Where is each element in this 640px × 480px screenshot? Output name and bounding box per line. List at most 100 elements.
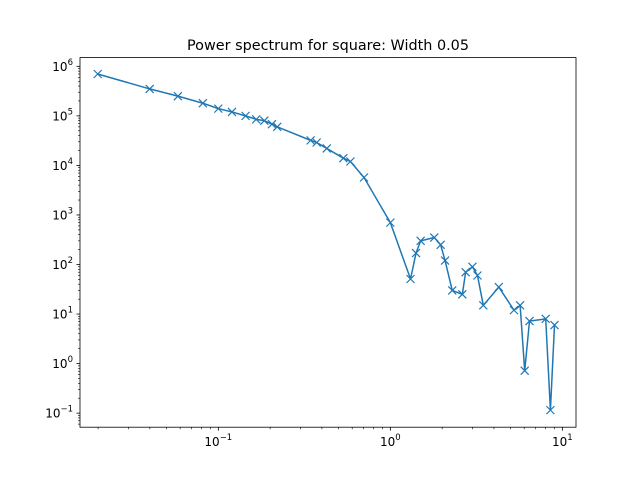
y-tick-label-base: 10 xyxy=(52,258,67,272)
marker-stroke xyxy=(461,267,471,277)
data-point-marker xyxy=(227,107,237,117)
marker-stroke xyxy=(267,119,277,129)
y-tick-label-base: 10 xyxy=(52,308,67,322)
marker-stroke xyxy=(359,173,369,182)
y-tick-label: 10−1 xyxy=(45,405,73,421)
data-point-marker xyxy=(520,366,530,376)
y-tick-label-base: 10 xyxy=(52,159,67,173)
marker-stroke xyxy=(93,69,103,79)
marker-stroke xyxy=(494,282,504,292)
marker-stroke xyxy=(406,274,415,284)
x-tick-label-exponent: 1 xyxy=(567,433,572,443)
marker-stroke xyxy=(312,138,322,147)
data-point-marker xyxy=(259,116,269,126)
data-point-marker xyxy=(440,256,450,266)
y-tick-label: 101 xyxy=(52,306,73,322)
marker-stroke xyxy=(473,271,482,280)
data-point-marker xyxy=(241,111,250,121)
marker-stroke xyxy=(259,116,269,126)
marker-stroke xyxy=(198,98,208,108)
y-tick-label: 103 xyxy=(52,206,73,222)
marker-stroke xyxy=(457,289,467,299)
y-tick-label: 100 xyxy=(52,355,73,371)
y-tick-label-base: 10 xyxy=(52,357,67,371)
marker-stroke xyxy=(416,236,426,246)
marker-stroke xyxy=(541,314,551,324)
x-tick-label-base: 10 xyxy=(204,435,219,449)
x-tick-label: 10−1 xyxy=(204,433,232,449)
y-tick-label-exponent: 0 xyxy=(68,355,73,365)
data-point-marker xyxy=(494,282,504,292)
marker-stroke xyxy=(173,91,183,101)
data-point-marker xyxy=(550,320,559,330)
marker-stroke xyxy=(322,144,332,153)
marker-stroke xyxy=(411,248,421,258)
marker-stroke xyxy=(468,262,477,272)
y-tick-label-exponent: 6 xyxy=(68,58,73,68)
marker-stroke xyxy=(520,366,530,376)
y-tick-label-base: 10 xyxy=(45,407,60,421)
y-tick-label-exponent: 5 xyxy=(68,107,73,117)
data-point-marker xyxy=(436,240,446,250)
data-point-marker xyxy=(473,271,482,280)
data-point-marker xyxy=(457,289,467,299)
data-point-marker xyxy=(468,262,477,272)
y-tick-label: 106 xyxy=(52,58,73,74)
x-tick-label: 101 xyxy=(552,433,573,449)
marker-stroke xyxy=(145,84,155,94)
y-tick-label-base: 10 xyxy=(52,109,67,123)
data-point-marker xyxy=(416,236,426,246)
marker-stroke xyxy=(346,157,355,166)
marker-stroke xyxy=(509,305,519,315)
marker-stroke xyxy=(272,122,282,132)
x-tick-label: 100 xyxy=(380,433,401,449)
y-tick-label: 104 xyxy=(52,157,73,173)
data-point-marker xyxy=(515,300,525,310)
marker-stroke xyxy=(478,300,488,310)
data-point-marker xyxy=(267,119,277,129)
data-point-marker xyxy=(272,122,282,132)
marker-stroke xyxy=(306,135,316,145)
data-point-marker xyxy=(385,218,395,228)
y-tick-label-exponent: −1 xyxy=(60,405,73,415)
x-tick-label-exponent: 0 xyxy=(395,433,400,443)
marker-stroke xyxy=(338,153,348,163)
data-point-marker xyxy=(306,135,316,145)
data-point-marker xyxy=(447,285,457,295)
y-tick-label: 102 xyxy=(52,256,73,272)
marker-stroke xyxy=(545,405,555,415)
data-point-marker xyxy=(461,267,471,277)
y-tick-label-exponent: 4 xyxy=(68,157,73,167)
marker-stroke xyxy=(213,104,223,114)
data-point-marker xyxy=(338,153,348,163)
marker-stroke xyxy=(440,256,450,266)
y-tick-label-exponent: 1 xyxy=(68,306,73,316)
marker-stroke xyxy=(515,300,525,310)
data-point-marker xyxy=(198,98,208,108)
plot-area-frame xyxy=(79,57,577,428)
data-point-marker xyxy=(312,138,322,147)
data-point-marker xyxy=(411,248,421,258)
data-point-marker xyxy=(359,173,369,182)
y-tick-label-exponent: 3 xyxy=(68,206,73,216)
data-point-marker xyxy=(429,233,439,242)
marker-stroke xyxy=(251,114,261,124)
marker-stroke xyxy=(550,320,559,330)
marker-stroke xyxy=(525,316,534,326)
marker-stroke xyxy=(436,240,446,250)
marker-stroke xyxy=(241,111,250,121)
data-point-marker xyxy=(545,405,555,415)
data-point-marker xyxy=(213,104,223,114)
y-tick-label: 105 xyxy=(52,107,73,123)
data-point-marker xyxy=(346,157,355,166)
x-tick-label-base: 10 xyxy=(380,435,395,449)
data-point-marker xyxy=(406,274,415,284)
marker-stroke xyxy=(227,107,237,117)
x-axis-ticks: 10−1 100 101 xyxy=(97,427,573,449)
data-point-marker xyxy=(541,314,551,324)
x-tick-label-exponent: −1 xyxy=(220,433,233,443)
data-point-marker xyxy=(525,316,534,326)
chart-title: Power spectrum for square: Width 0.05 xyxy=(187,38,469,54)
